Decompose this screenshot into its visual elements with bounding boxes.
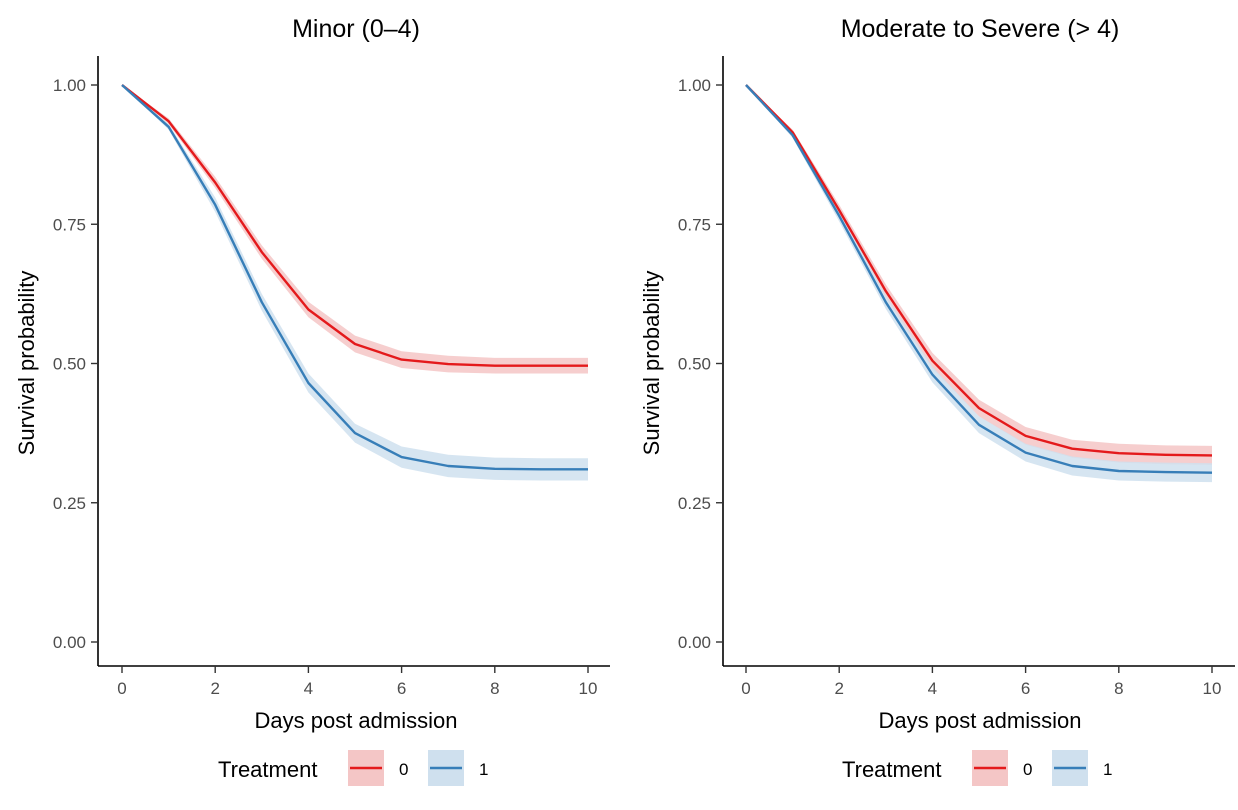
x-tick-label: 4 [304,679,313,698]
survival-line-treatment-1 [745,84,1213,474]
survival-lines [121,84,588,471]
y-tick-label: 0.25 [678,494,711,513]
legend-label-0: 0 [1023,760,1032,779]
y-axis-title: Survival probability [639,271,664,456]
x-tick-label: 8 [1114,679,1123,698]
legend-label-0: 0 [399,760,408,779]
y-tick-label: 0.75 [678,215,711,234]
x-tick-label: 4 [928,679,937,698]
legend-label-1: 1 [1103,760,1112,779]
x-tick-label: 2 [834,679,843,698]
y-tick-label: 0.50 [53,355,86,374]
x-tick-label: 2 [210,679,219,698]
x-tick-label: 8 [490,679,499,698]
y-axis-title: Survival probability [14,271,39,456]
survival-line-treatment-0 [121,84,588,367]
x-tick-label: 10 [579,679,598,698]
panel-moderate-severe: Moderate to Severe (> 4) Survival probab… [639,15,1235,786]
y-tick-label: 0.25 [53,494,86,513]
y-tick-label: 0.00 [53,633,86,652]
legend-title: Treatment [842,757,941,782]
panel-title: Moderate to Severe (> 4) [841,15,1120,43]
x-tick-label: 0 [741,679,750,698]
y-tick-label: 1.00 [53,76,86,95]
x-tick-label: 10 [1203,679,1222,698]
x-axis-title: Days post admission [879,708,1082,733]
ci-band-treatment-1 [122,85,588,481]
legend-label-1: 1 [479,760,488,779]
x-tick-label: 6 [397,679,406,698]
ci-band-treatment-0 [122,85,588,374]
y-tick-label: 0.75 [53,215,86,234]
survival-lines [745,84,1213,474]
ci-band-treatment-1 [746,85,1212,483]
x-axis-title: Days post admission [255,708,458,733]
x-tick-label: 6 [1021,679,1030,698]
x-tick-label: 0 [117,679,126,698]
panel-minor: Minor (0–4) Survival probability Days po… [14,15,610,786]
axis-ticks: 0 2 4 6 8 10 0.00 0.25 0.50 0.75 1.00 [678,76,1222,698]
ci-bands [122,85,588,481]
y-tick-label: 0.00 [678,633,711,652]
survival-line-treatment-0 [745,84,1213,457]
legend: Treatment 0 1 [218,750,488,786]
survival-line-treatment-1 [121,84,588,471]
legend: Treatment 0 1 [842,750,1112,786]
legend-title: Treatment [218,757,317,782]
y-tick-label: 1.00 [678,76,711,95]
ci-bands [746,85,1212,483]
axis-ticks: 0 2 4 6 8 10 0.00 0.25 0.50 0.75 1.00 [53,76,598,698]
panel-title: Minor (0–4) [292,15,420,43]
y-tick-label: 0.50 [678,355,711,374]
